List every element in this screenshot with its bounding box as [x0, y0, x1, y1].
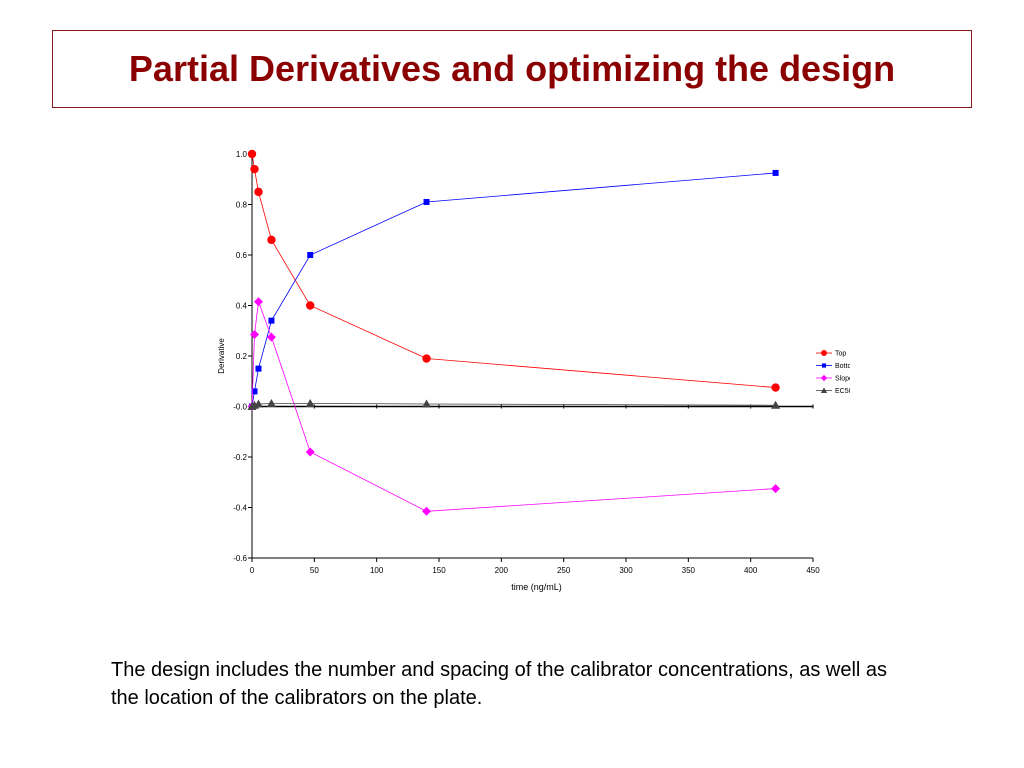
y-tick-label: 0.4 [236, 302, 248, 311]
point-ec50 [266, 398, 276, 407]
point-top [254, 187, 263, 197]
point-ec50 [422, 399, 432, 408]
derivative-chart: 1.0 0.8 0.6 0.4 0.2 -0.0 -0.2 -0.4 -0.60 50 100 150… [217, 149, 850, 592]
legend-label-slope: Slope [835, 376, 850, 383]
y-tick-label: 1.0 [236, 150, 248, 159]
point-bottom [251, 388, 258, 395]
point-slope [305, 447, 315, 457]
x-axis-label: time (ng/mL) [511, 582, 562, 592]
title-frame: Partial Derivatives and optimizing the d… [52, 30, 972, 108]
point-top [771, 383, 780, 392]
point-bottom [307, 252, 314, 258]
point-top [306, 301, 315, 310]
point-slope [253, 297, 263, 307]
x-tick-label: 50 [310, 566, 319, 575]
x-tick-label: 100 [370, 566, 384, 575]
series-line-bottom [251, 172, 776, 407]
x-tick-label: 250 [557, 566, 571, 575]
y-tick-label: -0.6 [233, 554, 247, 563]
x-tick-label: 450 [806, 566, 820, 575]
y-tick-label: -0.0 [233, 403, 247, 412]
point-top [250, 164, 259, 174]
legend-label-bottom: Bottom [835, 363, 850, 370]
point-bottom [268, 317, 275, 324]
slide-caption: The design includes the number and spaci… [111, 659, 888, 709]
point-ec50 [305, 398, 315, 407]
legend-label-ec50: EC50 [835, 388, 850, 395]
y-tick-label: 0.2 [236, 352, 248, 361]
legend-label-top: Top [835, 351, 846, 358]
y-tick-label: 0.8 [236, 201, 248, 210]
x-tick-label: 350 [682, 566, 696, 575]
legend-marker-slope [820, 374, 828, 382]
point-bottom [255, 365, 262, 372]
y-axis-label: Derivative [217, 338, 226, 374]
point-top [422, 354, 431, 363]
point-ec50 [771, 400, 781, 409]
point-top [267, 235, 276, 245]
x-tick-label: 200 [495, 566, 509, 575]
x-tick-label: 400 [744, 566, 758, 575]
point-top [247, 149, 257, 159]
point-ec50 [253, 399, 263, 408]
point-slope [249, 330, 259, 340]
x-tick-label: 300 [619, 566, 633, 575]
y-tick-label: 0.6 [236, 251, 248, 260]
x-tick-label: 0 [250, 566, 255, 575]
point-slope [422, 506, 432, 516]
point-slope [771, 484, 781, 494]
legend-marker-ec50 [820, 387, 828, 393]
series-line-top [251, 153, 776, 388]
y-tick-label: -0.2 [233, 453, 247, 462]
legend-marker-top [821, 350, 827, 356]
point-bottom [423, 198, 430, 205]
point-slope [266, 332, 276, 342]
y-tick-label: -0.4 [233, 504, 247, 513]
slide-title: Partial Derivatives and optimizing the d… [128, 48, 896, 89]
x-tick-label: 150 [432, 566, 446, 575]
point-bottom [772, 169, 779, 176]
legend-marker-bottom [821, 363, 827, 368]
